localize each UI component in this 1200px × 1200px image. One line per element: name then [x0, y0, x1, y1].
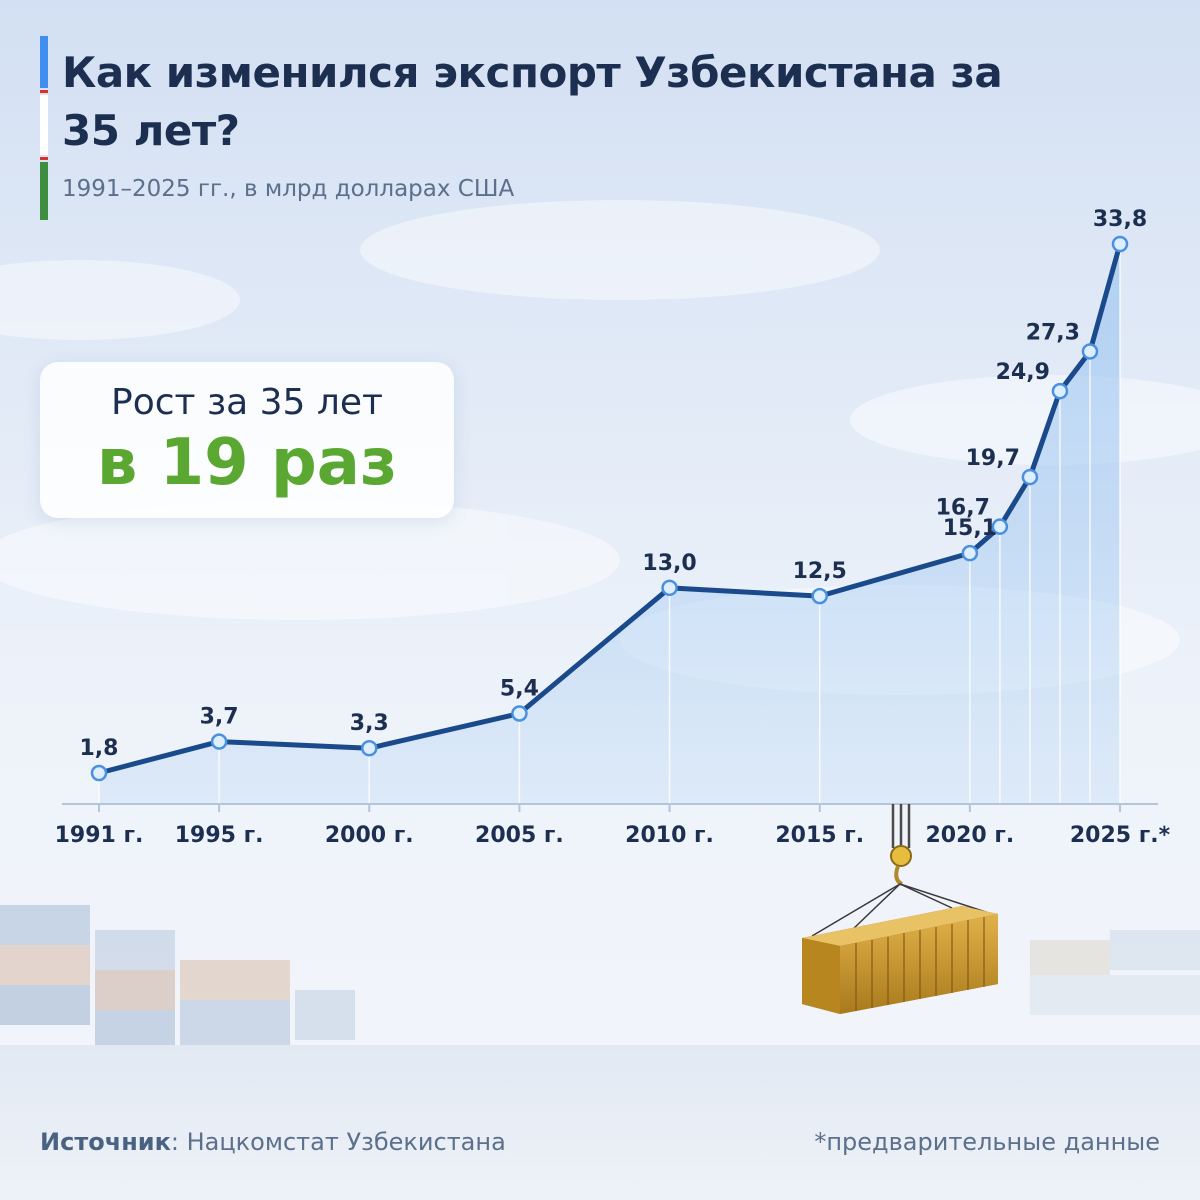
data-point [1111, 235, 1129, 253]
tick-label: 2015 г. [775, 823, 864, 848]
tick-label: 2005 г. [475, 823, 564, 848]
tick-label: 2020 г. [925, 823, 1014, 848]
tick-marks [98, 804, 1121, 812]
growth-card-label: Рост за 35 лет [111, 382, 383, 423]
tick-label: 1991 г. [55, 823, 144, 848]
flag-red-stripe [40, 90, 48, 93]
tick-label: 2010 г. [625, 823, 714, 848]
value-label: 33,8 [1093, 207, 1147, 232]
data-point [210, 733, 228, 750]
source-label: Источник [40, 1128, 171, 1156]
data-point [991, 518, 1009, 535]
chart-subtitle: 1991–2025 гг., в млрд долларах США [62, 176, 515, 202]
value-label: 3,7 [200, 705, 239, 730]
data-point [1021, 468, 1039, 486]
value-label: 5,4 [500, 676, 539, 701]
data-point [661, 579, 678, 597]
data-point [511, 705, 528, 722]
data-point [90, 764, 108, 782]
preliminary-data-note: *предварительные данные [814, 1128, 1160, 1156]
flag-white-segment [40, 95, 48, 155]
value-label: 1,8 [80, 736, 119, 761]
value-label: 13,0 [642, 551, 696, 576]
series-line [96, 241, 1123, 776]
growth-card: Рост за 35 лет в 19 раз [40, 362, 454, 518]
tick-label: 2000 г. [325, 823, 414, 848]
tick-labels: 1991 г. 1995 г. 2000 г. 2005 г. 2010 г. 2015 … [55, 823, 1171, 848]
data-point [1051, 382, 1069, 400]
crane-container-illustration [802, 804, 998, 1014]
data-point [811, 587, 828, 605]
flag-red-stripe [40, 157, 48, 160]
value-label: 15,1 [943, 516, 997, 541]
value-label: 27,3 [1026, 320, 1080, 345]
growth-card-value: в 19 раз [96, 426, 398, 500]
flag-blue-segment [40, 36, 48, 88]
drop-lines [98, 244, 1121, 804]
area-fill [99, 244, 1120, 804]
source-note: Источник: Нацкомстат Узбекистана [40, 1128, 506, 1156]
flag-accent-bar [40, 36, 48, 220]
value-labels: 1,8 3,7 3,3 5,4 13,0 12,5 15,116,7 19,7 24,9 27,3… [80, 207, 1148, 761]
data-point [961, 544, 979, 562]
value-label: 3,3 [350, 711, 389, 736]
data-point [1081, 343, 1099, 360]
page-title: Как изменился экспорт Узбекистана за 35 … [62, 48, 1003, 155]
data-point [361, 739, 378, 757]
data-points [90, 235, 1129, 782]
value-label: 24,9 [996, 360, 1050, 385]
tick-label: 2025 г.* [1070, 823, 1171, 848]
flag-green-segment [40, 162, 48, 220]
source-text: : Нацкомстат Узбекистана [170, 1128, 506, 1156]
tick-label: 1995 г. [175, 823, 264, 848]
value-label: 19,7 [966, 446, 1020, 471]
value-label: 12,5 [793, 559, 847, 584]
value-label: 16,7 [936, 496, 990, 521]
